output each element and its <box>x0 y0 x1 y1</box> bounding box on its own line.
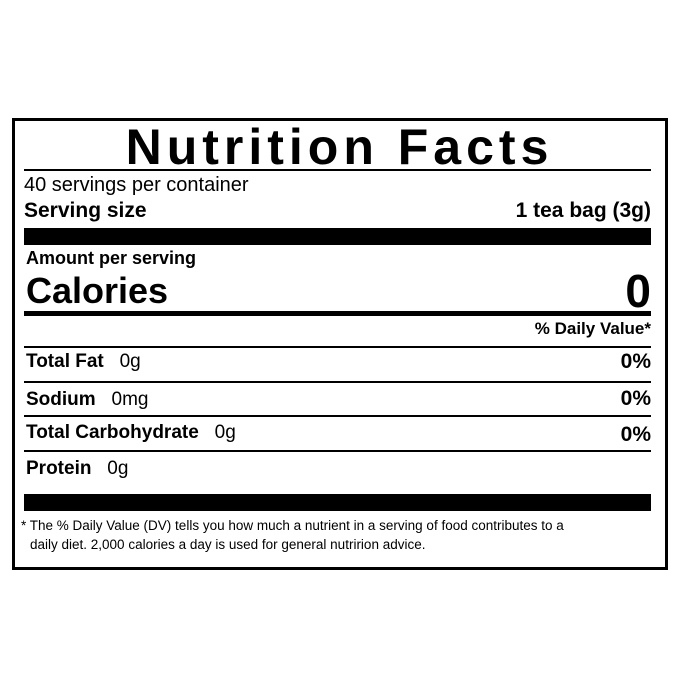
nutrient-row-total-fat: Total Fat 0g <box>26 351 141 373</box>
nutrient-name: Protein <box>26 458 92 479</box>
divider <box>24 450 651 452</box>
servings-per-container: 40 servings per container <box>24 174 249 196</box>
nutrient-name: Sodium <box>26 389 96 410</box>
thick-divider <box>24 494 651 511</box>
divider <box>24 415 651 417</box>
nutrient-amount: 0mg <box>111 389 149 410</box>
nutrient-row-protein: Protein 0g <box>26 458 128 480</box>
nutrient-dv: 0% <box>620 423 651 446</box>
footnote-line-2: daily diet. 2,000 calories a day is used… <box>30 537 426 552</box>
label-title: Nutrition Facts <box>125 119 554 175</box>
amount-per-serving: Amount per serving <box>26 248 197 268</box>
nutrient-name: Total Carbohydrate <box>26 422 199 443</box>
calories-label: Calories <box>26 270 169 311</box>
nutrient-row-sodium: Sodium 0mg <box>26 389 148 411</box>
nutrient-amount: 0g <box>107 458 129 479</box>
nutrient-name: Total Fat <box>26 351 104 372</box>
calories-value: 0 <box>625 265 651 317</box>
nutrient-dv: 0% <box>620 387 651 410</box>
nutrition-label <box>12 118 668 570</box>
nutrient-amount: 0g <box>214 422 236 443</box>
serving-size-label: Serving size <box>24 199 147 222</box>
daily-value-header: % Daily Value* <box>534 319 651 338</box>
calories-divider <box>24 311 651 316</box>
footnote-line-1: * The % Daily Value (DV) tells you how m… <box>21 518 564 533</box>
nutrient-row-total-carbohydrate: Total Carbohydrate 0g <box>26 422 236 444</box>
thick-divider <box>24 228 651 245</box>
divider <box>24 381 651 383</box>
nutrient-amount: 0g <box>119 351 141 372</box>
serving-size-value: 1 tea bag (3g) <box>515 199 651 222</box>
nutrient-dv: 0% <box>620 350 651 373</box>
title-divider <box>24 169 651 171</box>
divider <box>24 346 651 348</box>
